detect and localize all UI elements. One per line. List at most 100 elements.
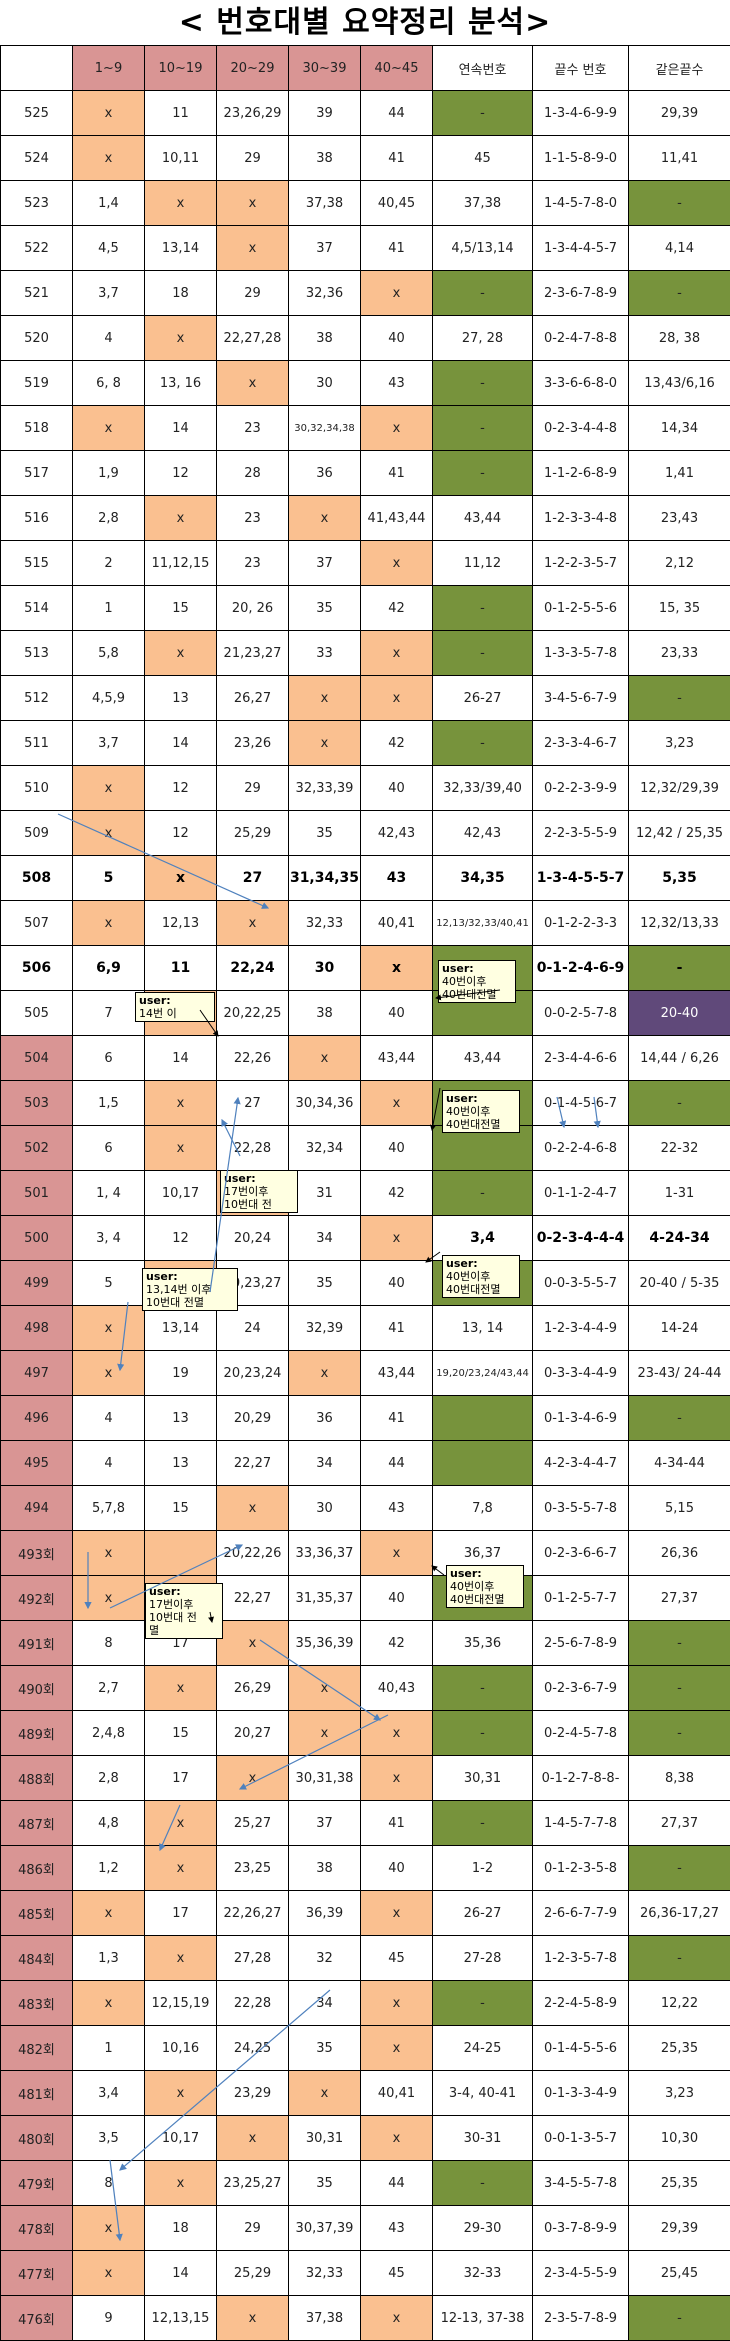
table-cell: 37,38: [289, 2296, 361, 2341]
table-cell: 15: [145, 1711, 217, 1756]
round-number-cell: 523: [1, 181, 73, 226]
note-author: user:: [224, 1172, 256, 1185]
table-cell: 1-1-2-6-8-9: [533, 451, 629, 496]
table-cell: 4,14: [629, 226, 730, 271]
table-cell: 13, 16: [145, 361, 217, 406]
table-cell: x: [217, 1621, 289, 1666]
table-cell: 20, 26: [217, 586, 289, 631]
table-cell: 2,8: [73, 496, 145, 541]
table-cell: 23,43: [629, 496, 730, 541]
round-number-cell: 499: [1, 1261, 73, 1306]
table-cell: 25,29: [217, 2251, 289, 2296]
table-cell: 4,8: [73, 1801, 145, 1846]
table-cell: 28: [217, 451, 289, 496]
table-cell: 3-4-5-6-7-9: [533, 676, 629, 721]
table-cell: x: [289, 496, 361, 541]
round-number-cell: 506: [1, 946, 73, 991]
table-cell: 2-6-6-7-7-9: [533, 1891, 629, 1936]
table-cell: 23,25: [217, 1846, 289, 1891]
column-header: 1~9: [73, 46, 145, 91]
table-cell: 3-3-6-6-8-0: [533, 361, 629, 406]
table-cell: 2-3-6-7-8-9: [533, 271, 629, 316]
table-cell: 22,27: [217, 1441, 289, 1486]
table-cell: x: [217, 901, 289, 946]
table-cell: 30,37,39: [289, 2206, 361, 2251]
table-cell: 12: [145, 766, 217, 811]
table-cell: 10,16: [145, 2026, 217, 2071]
round-number-cell: 501: [1, 1171, 73, 1216]
table-cell: 1,2: [73, 1846, 145, 1891]
table-cell: 30,32,34,38: [289, 406, 361, 451]
table-cell: 36: [289, 451, 361, 496]
table-cell: 1,3: [73, 1936, 145, 1981]
table-cell: 26,36-17,27: [629, 1891, 730, 1936]
round-number-cell: 489회: [1, 1711, 73, 1756]
table-cell: x: [73, 1981, 145, 2026]
table-cell: 40: [361, 991, 433, 1036]
round-number-cell: 492회: [1, 1576, 73, 1621]
table-cell: 15: [145, 1486, 217, 1531]
table-cell: 0-3-7-8-9-9: [533, 2206, 629, 2251]
table-cell: 1-2-3-4-4-9: [533, 1306, 629, 1351]
table-cell: 23: [217, 541, 289, 586]
table-cell: 2-3-5-7-8-9: [533, 2296, 629, 2341]
table-cell: 29: [217, 136, 289, 181]
table-cell: 3,4: [73, 2071, 145, 2116]
table-cell: x: [73, 2206, 145, 2251]
round-number-cell: 484회: [1, 1936, 73, 1981]
table-cell: 11: [145, 946, 217, 991]
round-number-cell: 519: [1, 361, 73, 406]
table-cell: x: [145, 856, 217, 901]
note-author: user:: [146, 1270, 178, 1283]
note-text: 40번이후 40번대전멸: [450, 1580, 520, 1606]
table-cell: 38: [289, 1846, 361, 1891]
round-number-cell: 491회: [1, 1621, 73, 1666]
table-cell: 45: [433, 136, 533, 181]
table-cell: 41: [361, 451, 433, 496]
note-text: 13,14번 이후 10번대 전멸: [146, 1283, 234, 1309]
table-cell: 13, 14: [433, 1306, 533, 1351]
table-cell: 22,28: [217, 1126, 289, 1171]
table-cell: 41: [361, 1396, 433, 1441]
round-number-cell: 487회: [1, 1801, 73, 1846]
table-cell: 44: [361, 91, 433, 136]
table-cell: 32,34: [289, 1126, 361, 1171]
note-author: user:: [446, 1092, 478, 1105]
table-cell: -: [433, 1801, 533, 1846]
table-cell: x: [217, 2116, 289, 2161]
table-cell: 19: [145, 1351, 217, 1396]
table-cell: x: [145, 181, 217, 226]
table-cell: 4-24-34: [629, 1216, 730, 1261]
table-cell: 13,14: [145, 1306, 217, 1351]
round-number-cell: 476회: [1, 2296, 73, 2341]
column-header: 같은끝수: [629, 46, 730, 91]
table-cell: 40: [361, 316, 433, 361]
table-cell: 32,33: [289, 2251, 361, 2296]
table-cell: 0-2-4-7-8-8: [533, 316, 629, 361]
table-cell: 40: [361, 1846, 433, 1891]
table-cell: x: [361, 2116, 433, 2161]
table-cell: 32-33: [433, 2251, 533, 2296]
table-cell: 0-1-2-7-8-8-: [533, 1756, 629, 1801]
table-cell: x: [145, 1936, 217, 1981]
table-cell: x: [217, 181, 289, 226]
table-cell: 17: [145, 1756, 217, 1801]
table-cell: 25,45: [629, 2251, 730, 2296]
table-cell: -: [629, 271, 730, 316]
table-cell: 27,37: [629, 1576, 730, 1621]
table-cell: 45: [361, 1936, 433, 1981]
table-cell: 44: [361, 2161, 433, 2206]
table-cell: 2-3-3-4-6-7: [533, 721, 629, 766]
table-cell: 29: [217, 766, 289, 811]
